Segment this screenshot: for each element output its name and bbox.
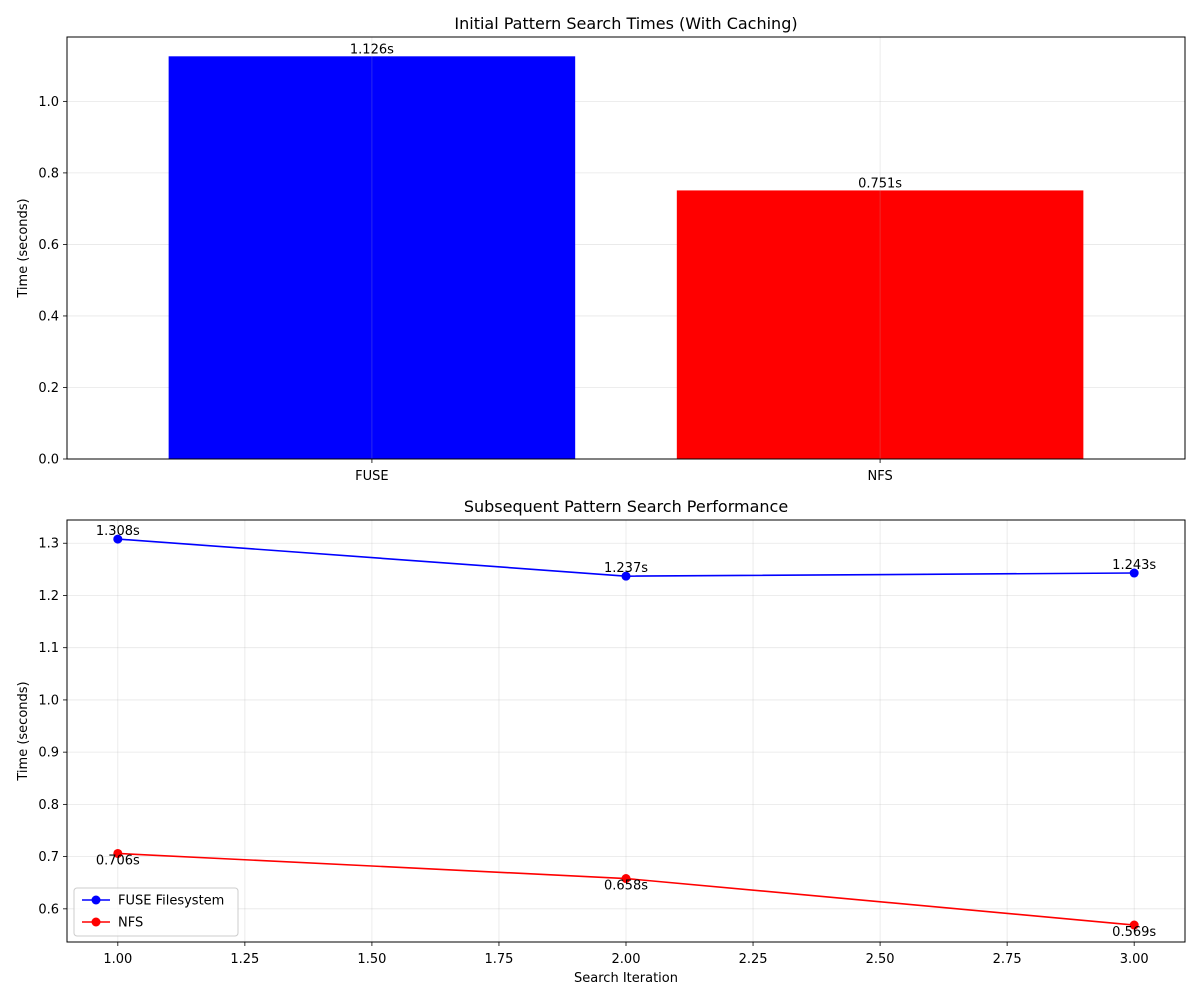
- line-chart-data-label: 0.658s: [604, 879, 648, 894]
- line-chart-point: [113, 848, 123, 858]
- line-chart-data-labels: 1.308s 1.237s 1.243s 0.706s 0.658s 0.569s: [96, 524, 1157, 940]
- line-chart-point: [1129, 920, 1139, 930]
- bar-chart: Initial Pattern Search Times (With Cachi…: [16, 14, 1186, 484]
- line-chart-point: [113, 534, 123, 544]
- line-chart-x-ticks: 1.00 1.25 1.50 1.75 2.00 2.25 2.50 2.75 3.00: [103, 942, 1149, 967]
- bar-chart-vertical-grid: [371, 37, 881, 459]
- bar-chart-x-tick-label: FUSE: [355, 469, 388, 484]
- line-chart-x-tick-label: 2.50: [866, 952, 895, 967]
- line-chart-x-tick-label: 1.00: [103, 952, 132, 967]
- bar-chart-title: Initial Pattern Search Times (With Cachi…: [454, 14, 797, 33]
- line-chart-y-tick-label: 0.8: [38, 798, 59, 813]
- bar-chart-y-axis-label: Time (seconds): [16, 198, 31, 298]
- line-chart-data-label: 0.569s: [1112, 925, 1156, 940]
- line-chart-y-tick-label: 1.3: [38, 537, 59, 552]
- line-chart-x-axis-label: Search Iteration: [574, 971, 678, 986]
- bar-chart-y-tick-label: 0.2: [38, 381, 59, 396]
- line-chart-y-axis-label: Time (seconds): [16, 681, 31, 781]
- bar-chart-y-tick-label: 1.0: [38, 95, 59, 110]
- line-chart-grid: [67, 520, 1185, 942]
- line-chart-points: [113, 534, 1139, 930]
- line-chart-y-tick-label: 1.1: [38, 641, 59, 656]
- bar-chart-frame: [66, 36, 1186, 460]
- bar-chart-x-tick-label: NFS: [867, 469, 892, 484]
- bar-chart-y-tick-label: 0.0: [38, 453, 59, 468]
- line-chart-data-label: 1.308s: [96, 524, 140, 539]
- line-chart-frame: [66, 519, 1186, 943]
- line-chart-y-ticks: 0.6 0.7 0.8 0.9 1.0 1.1 1.2 1.3: [38, 537, 67, 917]
- line-chart-point: [1129, 568, 1139, 578]
- line-chart-y-tick-label: 1.0: [38, 693, 59, 708]
- bar-chart-y-ticks: 0.0 0.2 0.4 0.6 0.8 1.0: [38, 95, 67, 468]
- bar-chart-y-tick-label: 0.6: [38, 238, 59, 253]
- line-chart-data-label: 1.237s: [604, 561, 648, 576]
- bar-chart-x-ticks: FUSE NFS: [355, 459, 893, 484]
- line-chart-legend-swatch-marker: [91, 895, 101, 905]
- bar-chart-bar-fuse: [168, 56, 576, 460]
- line-chart-x-tick-label: 2.00: [612, 952, 641, 967]
- line-chart-data-label: 0.706s: [96, 853, 140, 868]
- bar-chart-y-tick-label: 0.8: [38, 166, 59, 181]
- bar-chart-bars: [168, 56, 1084, 460]
- line-chart-x-tick-label: 2.25: [739, 952, 768, 967]
- line-chart-x-tick-label: 1.25: [230, 952, 259, 967]
- line-chart: Subsequent Pattern Search Performance 0.…: [16, 497, 1186, 986]
- line-chart-x-tick-label: 1.50: [357, 952, 386, 967]
- bar-chart-bar-nfs: [676, 190, 1084, 459]
- line-chart-y-tick-label: 0.9: [38, 746, 59, 761]
- line-chart-y-tick-label: 0.6: [38, 902, 59, 917]
- line-chart-data-label: 1.243s: [1112, 558, 1156, 573]
- bar-chart-data-label: 0.751s: [858, 176, 902, 191]
- line-chart-y-tick-label: 0.7: [38, 850, 59, 865]
- bar-chart-data-labels: 1.126s 0.751s: [350, 42, 902, 191]
- line-chart-legend: FUSE Filesystem NFS: [73, 887, 239, 937]
- line-chart-legend-label: FUSE Filesystem: [118, 894, 224, 909]
- line-chart-x-tick-label: 2.75: [993, 952, 1022, 967]
- line-chart-legend-box: [73, 887, 239, 937]
- line-chart-x-tick-label: 1.75: [484, 952, 513, 967]
- line-chart-y-tick-label: 1.2: [38, 589, 59, 604]
- line-chart-point: [621, 874, 631, 884]
- line-chart-x-tick-label: 3.00: [1120, 952, 1149, 967]
- line-chart-legend-label: NFS: [118, 916, 143, 931]
- line-chart-point: [621, 571, 631, 581]
- line-chart-title: Subsequent Pattern Search Performance: [464, 497, 788, 516]
- line-chart-legend-swatch-marker: [91, 917, 101, 927]
- bar-chart-data-label: 1.126s: [350, 42, 394, 57]
- bar-chart-y-tick-label: 0.4: [38, 309, 59, 324]
